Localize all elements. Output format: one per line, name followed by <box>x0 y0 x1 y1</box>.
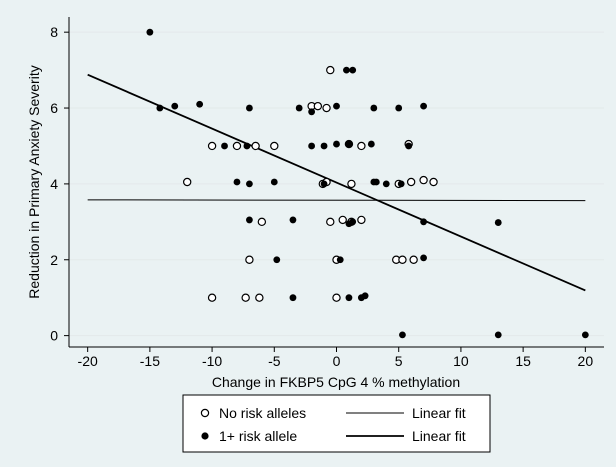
data-point-no-risk <box>270 141 279 151</box>
data-point-risk <box>336 256 344 264</box>
data-point-risk <box>320 180 328 188</box>
data-point-risk <box>395 104 403 112</box>
data-point-risk <box>399 331 406 339</box>
data-point-no-risk <box>357 215 366 225</box>
data-point-no-risk <box>182 177 192 187</box>
fit-line-thick <box>87 73 586 292</box>
data-point-no-risk <box>326 217 335 227</box>
data-point-no-risk <box>406 177 416 187</box>
data-point-risk <box>361 292 369 300</box>
data-point-risk <box>420 218 427 226</box>
data-points <box>146 28 589 339</box>
data-point-risk <box>243 142 251 150</box>
data-point-risk <box>156 104 164 112</box>
data-point-risk <box>246 180 253 188</box>
x-tick-label: -5 <box>268 353 281 369</box>
data-point-risk <box>246 104 253 112</box>
legend-label-fit-2: Linear fit <box>412 428 466 444</box>
legend: No risk alleles Linear fit 1+ risk allel… <box>182 394 491 453</box>
data-point-no-risk <box>257 217 267 227</box>
x-tick-label: 20 <box>578 353 594 369</box>
data-point-risk <box>372 178 380 186</box>
data-point-no-risk <box>207 141 217 151</box>
data-point-risk <box>420 254 427 262</box>
x-tick-label: -10 <box>202 353 222 369</box>
data-point-risk <box>333 140 340 148</box>
x-tick-label: 15 <box>515 353 531 369</box>
fit-lines <box>87 73 586 292</box>
y-tick-label: 8 <box>50 24 58 40</box>
x-tick-label: -15 <box>140 353 160 369</box>
data-point-risk <box>343 66 350 74</box>
x-tick-label: 0 <box>333 353 341 369</box>
data-point-risk <box>367 140 375 148</box>
data-point-risk <box>273 256 281 264</box>
fit-line-thin <box>87 199 586 202</box>
data-point-risk <box>333 102 340 110</box>
data-point-risk <box>295 104 303 112</box>
data-point-no-risk <box>322 103 331 113</box>
data-point-risk <box>171 102 179 110</box>
data-point-risk <box>146 28 154 36</box>
data-point-risk <box>246 216 253 224</box>
legend-label-fit-1: Linear fit <box>412 405 466 421</box>
x-tick-label: -20 <box>78 353 98 369</box>
data-point-no-risk <box>419 175 428 185</box>
data-point-risk <box>289 216 297 224</box>
y-tick-label: 6 <box>50 100 58 116</box>
y-tick-label: 2 <box>50 252 58 268</box>
data-point-risk <box>270 178 278 186</box>
data-point-risk <box>382 180 390 188</box>
data-point-no-risk <box>332 293 341 302</box>
x-axis-title: Change in FKBP5 CpG 4 % methylation <box>212 374 460 390</box>
legend-marker-hollow <box>200 408 210 418</box>
y-axis-title: Reduction in Primary Anxiety Severity <box>26 65 42 298</box>
y-tick-label: 4 <box>50 176 58 192</box>
data-point-risk <box>320 142 328 150</box>
data-point-risk <box>494 219 502 226</box>
data-point-no-risk <box>241 293 250 302</box>
data-point-risk <box>233 178 241 186</box>
x-tick-label: 5 <box>395 353 403 369</box>
data-point-risk <box>308 142 316 150</box>
legend-label-risk: 1+ risk allele <box>219 428 297 444</box>
data-point-no-risk <box>232 141 242 151</box>
data-point-no-risk <box>313 101 323 111</box>
data-point-no-risk <box>429 177 438 187</box>
data-point-risk <box>349 66 357 74</box>
data-point-no-risk <box>357 141 366 151</box>
data-point-no-risk <box>409 255 418 264</box>
data-point-no-risk <box>245 255 254 264</box>
data-point-risk <box>308 108 316 116</box>
legend-label-no-risk: No risk alleles <box>219 405 306 421</box>
data-point-risk <box>289 294 297 302</box>
x-tick-label: 10 <box>453 353 469 369</box>
y-tick-label: 0 <box>50 328 58 344</box>
data-point-risk <box>196 100 204 108</box>
data-point-no-risk <box>251 141 260 151</box>
data-point-risk <box>221 142 228 150</box>
data-point-risk <box>581 331 589 339</box>
data-point-risk <box>370 104 378 112</box>
axis-ticks: 0 2 4 6 8 -20 -15 -10 -5 0 5 10 15 20 <box>50 24 593 369</box>
data-point-no-risk <box>255 293 264 302</box>
data-point-risk <box>349 218 357 226</box>
data-point-risk <box>345 294 353 302</box>
data-point-risk <box>494 331 502 339</box>
data-point-risk <box>345 140 353 148</box>
data-point-no-risk <box>338 215 347 225</box>
data-point-no-risk <box>207 293 217 302</box>
data-point-risk <box>397 180 405 188</box>
legend-marker-filled <box>201 432 209 440</box>
legend-box <box>182 394 491 453</box>
data-point-no-risk <box>347 179 356 189</box>
data-point-no-risk <box>398 255 407 264</box>
data-point-no-risk <box>326 65 335 75</box>
data-point-risk <box>405 142 413 150</box>
data-point-risk <box>420 102 427 110</box>
